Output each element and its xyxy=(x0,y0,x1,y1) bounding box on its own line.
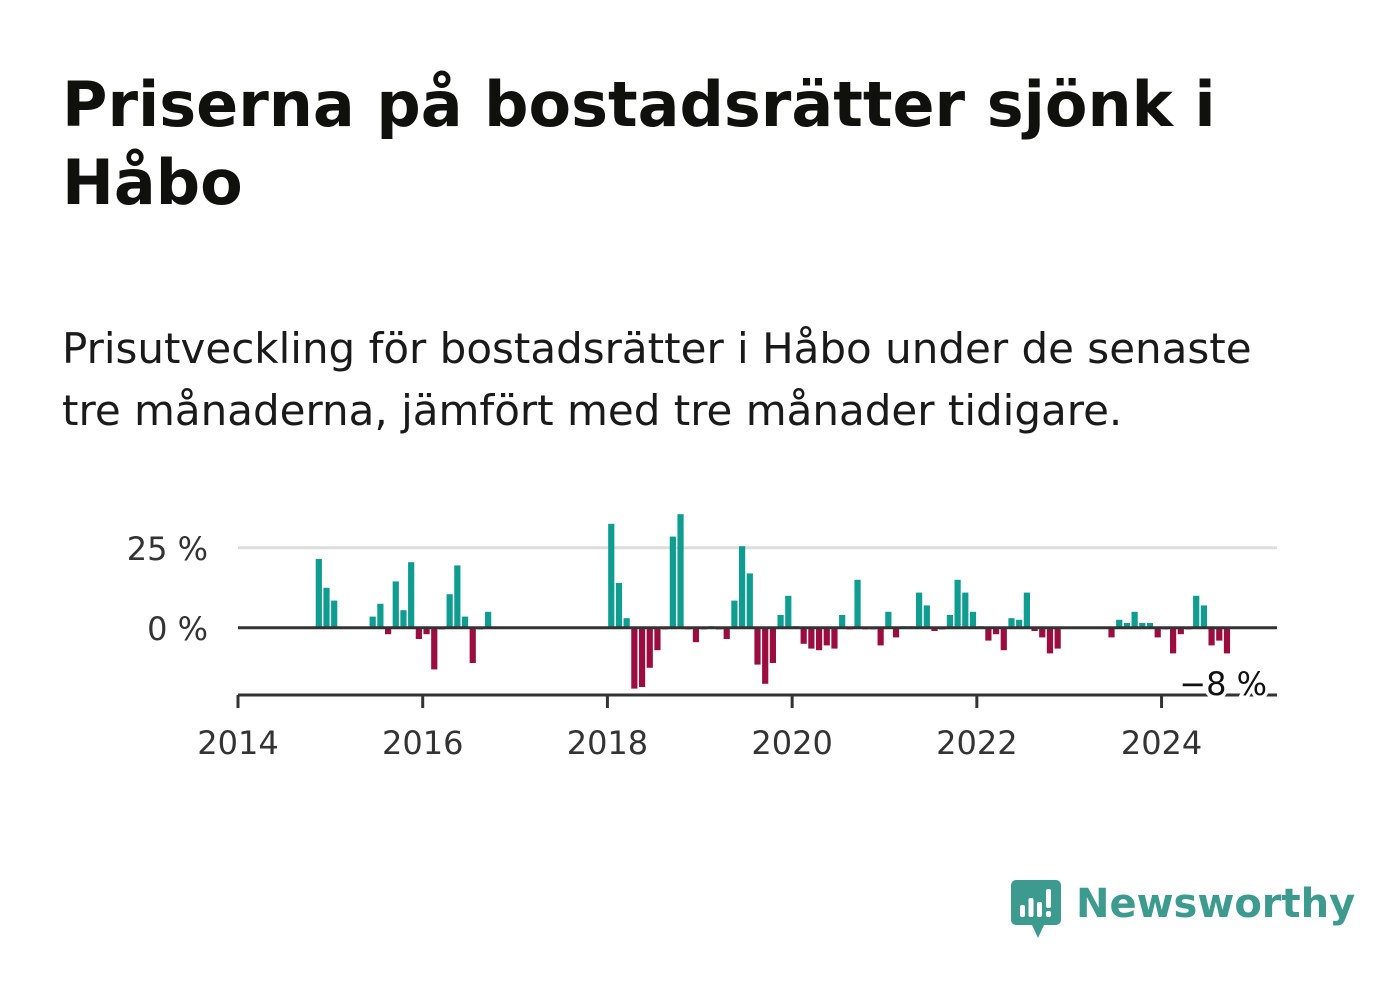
axis-labels: 2014 2016 2018 2020 2022 2024 25 % 0 % −8 % xyxy=(127,530,1271,762)
bar-2019-12 xyxy=(785,595,792,628)
y-tick-label-1: 0 % xyxy=(147,610,208,648)
bar-2016-04 xyxy=(446,594,453,628)
bar-2024-09 xyxy=(1223,627,1231,654)
bar-2018-02 xyxy=(615,583,623,628)
bar-2016-07 xyxy=(469,627,476,663)
bar-2020-04 xyxy=(815,627,823,651)
last-value-label: −8 % xyxy=(1179,665,1267,703)
bar-2020-12 xyxy=(877,627,884,646)
bar-2024-08 xyxy=(1216,627,1223,641)
bar-2021-10 xyxy=(954,579,961,628)
bar-2022-02 xyxy=(985,627,992,641)
chart-title: Priserna på bostadsrätter sjönk i Håbo xyxy=(62,68,1216,219)
bar-2019-09 xyxy=(762,627,769,684)
bar-2019-04 xyxy=(723,627,730,639)
bar-2018-09 xyxy=(669,536,676,628)
bar-2021-05 xyxy=(916,592,923,628)
bar-2023-10 xyxy=(1139,623,1146,628)
bar-2018-01 xyxy=(608,523,615,628)
bar-2023-11 xyxy=(1146,623,1154,628)
bar-2023-09 xyxy=(1131,611,1138,628)
bar-2016-05 xyxy=(454,565,461,628)
bar-2022-11 xyxy=(1054,627,1061,649)
bar-2018-04 xyxy=(631,627,638,689)
bar-2023-12 xyxy=(1154,627,1161,638)
bar-2022-05 xyxy=(1008,618,1015,628)
x-tick-label-3: 2020 xyxy=(751,724,832,762)
brand-logo: Newsworthy xyxy=(1010,878,1355,942)
bar-2022-04 xyxy=(1000,627,1007,651)
bar-2021-07 xyxy=(931,627,938,631)
x-tick-label-5: 2024 xyxy=(1121,724,1202,762)
bar-2015-07 xyxy=(377,603,384,628)
bar-2018-10 xyxy=(677,514,684,628)
bar-2020-07 xyxy=(839,615,846,628)
bar-2022-07 xyxy=(1023,592,1030,628)
x-tick-label-0: 2014 xyxy=(197,724,278,762)
bar-2020-02 xyxy=(800,627,807,644)
bar-2020-05 xyxy=(823,627,830,646)
bar-2022-09 xyxy=(1039,627,1046,638)
bar-2022-06 xyxy=(1016,619,1023,628)
bar-2021-02 xyxy=(892,627,900,638)
bar-2018-06 xyxy=(646,627,653,668)
bar-2022-03 xyxy=(992,627,1000,635)
newsworthy-logo-icon xyxy=(1011,880,1061,938)
bar-2015-11 xyxy=(408,562,415,628)
bar-2024-02 xyxy=(1170,627,1177,654)
bar-2015-01 xyxy=(331,600,338,628)
bar-2014-12 xyxy=(323,587,330,628)
bar-2019-11 xyxy=(777,615,784,628)
x-tick-label-4: 2022 xyxy=(936,724,1017,762)
bar-2022-10 xyxy=(1046,627,1054,654)
bar-2018-07 xyxy=(654,627,661,651)
y-tick-label-0: 25 % xyxy=(127,530,208,568)
bar-2020-03 xyxy=(808,627,815,649)
bar-2018-03 xyxy=(623,618,630,628)
bar-2015-10 xyxy=(400,610,407,628)
bar-2023-06 xyxy=(1108,627,1115,638)
bar-2016-09 xyxy=(485,611,492,628)
bar-2015-12 xyxy=(415,627,422,639)
bar-2016-01 xyxy=(423,627,430,635)
bar-2018-12 xyxy=(692,627,700,643)
bar-2021-01 xyxy=(885,611,892,628)
bar-2015-06 xyxy=(369,616,376,628)
bar-2024-03 xyxy=(1177,627,1184,635)
x-tick-label-1: 2016 xyxy=(382,724,463,762)
bar-2024-07 xyxy=(1208,627,1215,646)
bar-2020-09 xyxy=(854,579,861,628)
bar-2021-12 xyxy=(969,611,977,628)
bar-2024-06 xyxy=(1200,605,1207,628)
x-tick-label-2: 2018 xyxy=(567,724,648,762)
bar-2019-10 xyxy=(769,627,776,663)
bar-2014-11 xyxy=(315,559,322,628)
bar-2015-08 xyxy=(384,627,392,635)
bar-2021-06 xyxy=(923,605,930,628)
bar-2018-05 xyxy=(638,627,646,687)
brand-name: Newsworthy xyxy=(1076,881,1356,927)
bar-2015-09 xyxy=(392,581,399,628)
bar-2019-07 xyxy=(746,573,753,628)
bar-2023-07 xyxy=(1116,619,1123,628)
bar-2016-02 xyxy=(431,627,438,670)
bar-2019-06 xyxy=(739,546,746,628)
bar-2019-08 xyxy=(754,627,761,665)
bar-2016-06 xyxy=(461,616,469,628)
bar-2023-08 xyxy=(1123,623,1131,628)
bar-2021-11 xyxy=(962,592,969,628)
bar-2021-09 xyxy=(946,615,954,628)
bar-2024-05 xyxy=(1193,595,1200,628)
bar-2022-08 xyxy=(1031,627,1038,631)
bar-2019-05 xyxy=(731,600,738,628)
bars xyxy=(315,514,1231,689)
axes xyxy=(236,626,1277,708)
chart-subtitle: Prisutveckling för bostadsrätter i Håbo … xyxy=(62,324,1252,435)
bar-2020-06 xyxy=(831,627,838,649)
